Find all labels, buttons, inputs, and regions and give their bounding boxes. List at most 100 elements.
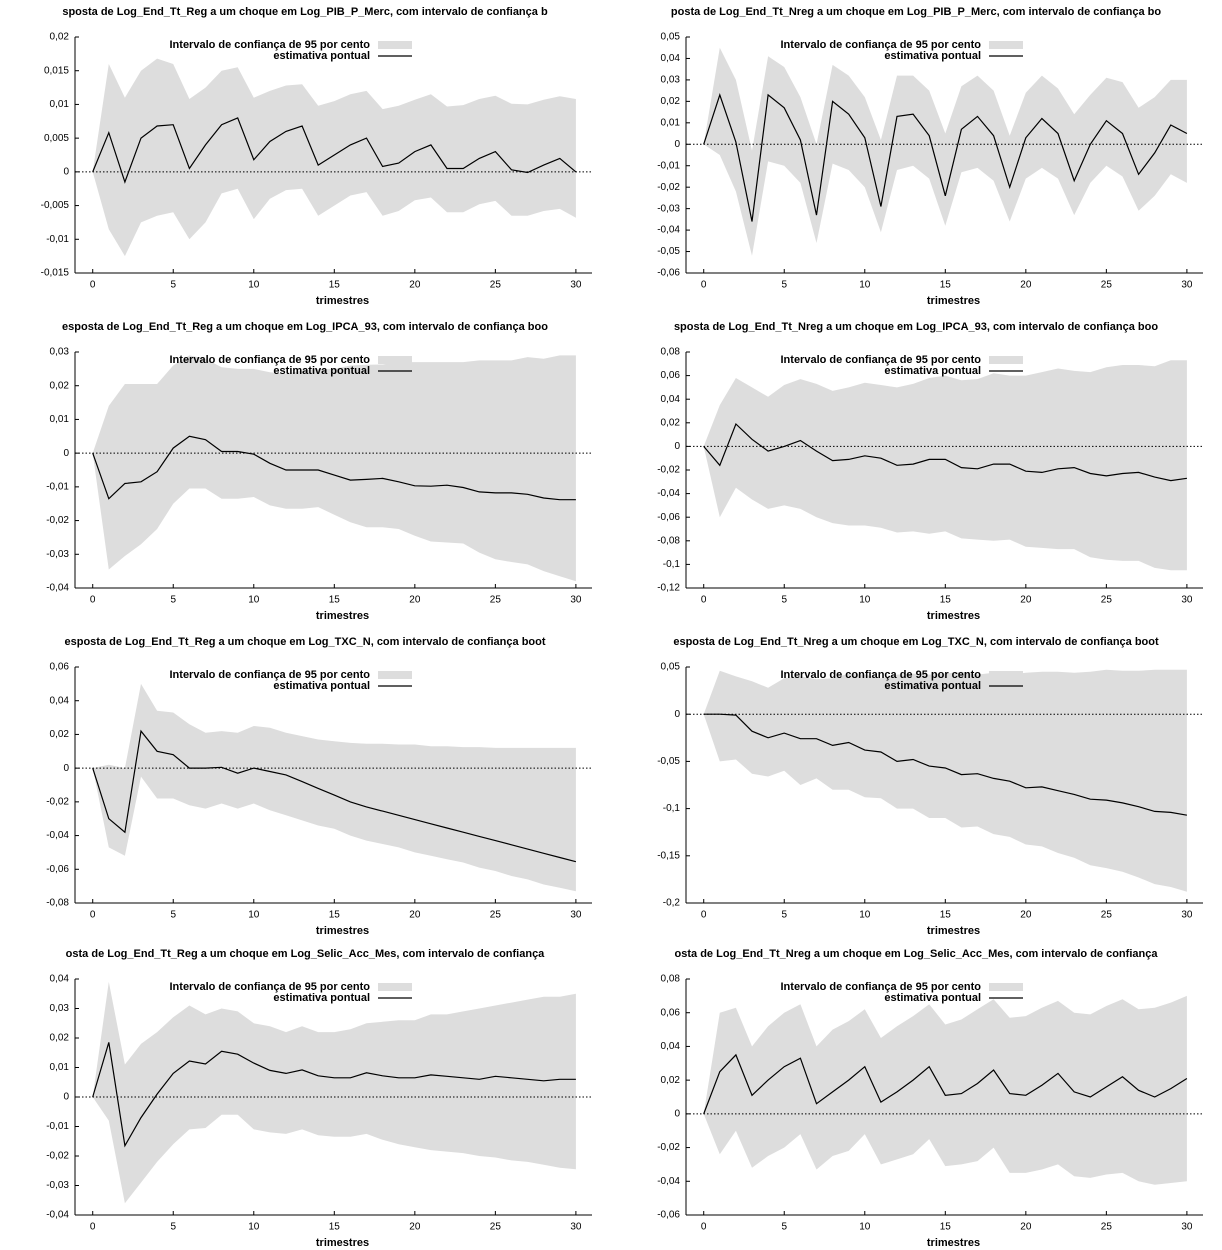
y-tick-label: 0,05 — [661, 662, 681, 673]
x-tick-label: 5 — [781, 280, 787, 291]
chart-panel: esposta de Log_End_Tt_Reg a um choque em… — [46, 321, 592, 622]
x-axis-label: trimestres — [316, 610, 369, 622]
x-axis-label: trimestres — [316, 1237, 369, 1249]
x-tick-label: 20 — [1020, 595, 1032, 606]
x-axis-label: trimestres — [927, 610, 980, 622]
y-tick-label: 0,01 — [50, 1062, 70, 1073]
legend-label: Intervalo de confiança de 95 por cento — [170, 39, 371, 51]
legend-label: Intervalo de confiança de 95 por cento — [781, 39, 982, 51]
x-tick-label: 0 — [90, 910, 96, 921]
y-tick-label: 0,02 — [661, 1075, 681, 1086]
y-tick-label: -0,04 — [657, 225, 680, 236]
confidence-band — [92, 355, 576, 582]
y-tick-label: -0,06 — [657, 1210, 680, 1221]
y-tick-label: 0,06 — [661, 1007, 681, 1018]
x-tick-label: 15 — [329, 910, 341, 921]
legend-label: Intervalo de confiança de 95 por cento — [170, 669, 371, 681]
chart-title: esposta de Log_End_Tt_Reg a um choque em… — [64, 636, 545, 648]
x-tick-label: 10 — [248, 595, 260, 606]
legend-label: Intervalo de confiança de 95 por cento — [170, 354, 371, 366]
legend-label: Intervalo de confiança de 95 por cento — [781, 981, 982, 993]
chart-title: posta de Log_End_Tt_Nreg a um choque em … — [671, 6, 1161, 18]
x-tick-label: 30 — [1181, 910, 1193, 921]
y-tick-label: 0,02 — [50, 729, 70, 740]
confidence-band — [92, 683, 576, 892]
y-tick-label: -0,08 — [657, 535, 680, 546]
x-tick-label: 5 — [170, 1222, 176, 1233]
chart-title: osta de Log_End_Tt_Reg a um choque em Lo… — [66, 948, 546, 960]
x-tick-label: 25 — [1101, 595, 1113, 606]
x-tick-label: 5 — [170, 280, 176, 291]
confidence-band — [92, 981, 576, 1204]
chart-title: osta de Log_End_Tt_Nreg a um choque em L… — [675, 948, 1159, 960]
x-tick-label: 25 — [490, 595, 502, 606]
legend-label: estimativa pontual — [884, 365, 981, 377]
x-tick-label: 15 — [329, 595, 341, 606]
y-tick-label: 0,015 — [44, 65, 69, 76]
legend-swatch — [378, 671, 412, 679]
x-tick-label: 0 — [701, 1222, 707, 1233]
y-tick-label: -0,04 — [657, 1176, 680, 1187]
x-tick-label: 0 — [701, 595, 707, 606]
legend-swatch — [989, 983, 1023, 991]
y-tick-label: 0,06 — [50, 662, 70, 673]
chart-panel: posta de Log_End_Tt_Nreg a um choque em … — [657, 6, 1203, 307]
y-tick-label: 0,01 — [661, 117, 681, 128]
y-tick-label: 0,04 — [661, 53, 681, 64]
y-tick-label: -0,02 — [657, 182, 680, 193]
y-tick-label: -0,01 — [657, 160, 680, 171]
y-tick-label: -0,005 — [41, 200, 70, 211]
chart-title: esposta de Log_End_Tt_Reg a um choque em… — [62, 321, 548, 333]
legend-swatch — [989, 41, 1023, 49]
y-tick-label: 0 — [63, 448, 69, 459]
x-tick-label: 25 — [490, 280, 502, 291]
x-tick-label: 25 — [1101, 280, 1113, 291]
y-tick-label: -0,04 — [46, 583, 69, 594]
x-tick-label: 15 — [940, 1222, 952, 1233]
y-tick-label: 0,005 — [44, 133, 69, 144]
x-tick-label: 25 — [1101, 1222, 1113, 1233]
x-tick-label: 25 — [490, 910, 502, 921]
y-tick-label: 0,02 — [661, 96, 681, 107]
impulse-response-line — [92, 729, 577, 863]
legend-label: estimativa pontual — [273, 50, 370, 62]
y-tick-label: -0,02 — [657, 465, 680, 476]
x-tick-label: 10 — [859, 910, 871, 921]
y-tick-label: 0 — [674, 1108, 680, 1119]
y-tick-label: 0,02 — [50, 380, 70, 391]
impulse-response-line — [92, 1042, 576, 1148]
y-tick-label: -0,02 — [657, 1142, 680, 1153]
y-tick-label: 0 — [63, 166, 69, 177]
y-tick-label: 0,03 — [661, 75, 681, 86]
x-tick-label: 15 — [329, 1222, 341, 1233]
y-tick-label: 0 — [674, 709, 680, 720]
confidence-band — [92, 58, 576, 257]
impulse-response-line — [92, 435, 576, 501]
x-axis-label: trimestres — [316, 295, 369, 307]
legend-swatch — [378, 983, 412, 991]
y-tick-label: -0,1 — [663, 803, 681, 814]
y-tick-label: 0,08 — [661, 347, 681, 358]
confidence-band — [703, 995, 1187, 1185]
legend-label: estimativa pontual — [884, 50, 981, 62]
y-tick-label: 0,01 — [50, 414, 70, 425]
x-axis-label: trimestres — [927, 1237, 980, 1249]
y-tick-label: 0 — [674, 139, 680, 150]
legend-swatch — [378, 356, 412, 364]
confidence-band — [703, 47, 1187, 256]
impulse-response-line — [703, 93, 1188, 222]
x-tick-label: 25 — [490, 1222, 502, 1233]
legend-label: Intervalo de confiança de 95 por cento — [781, 354, 982, 366]
legend-label: estimativa pontual — [273, 992, 370, 1004]
chart-panel: osta de Log_End_Tt_Nreg a um choque em L… — [657, 948, 1203, 1249]
y-tick-label: 0,02 — [50, 1033, 70, 1044]
chart-panel: esposta de Log_End_Tt_Reg a um choque em… — [46, 636, 592, 937]
legend-swatch — [989, 356, 1023, 364]
x-tick-label: 15 — [940, 280, 952, 291]
legend-swatch — [989, 671, 1023, 679]
chart-title: esposta de Log_End_Tt_Nreg a um choque e… — [673, 636, 1159, 648]
x-tick-label: 15 — [329, 280, 341, 291]
impulse-response-line — [703, 713, 1188, 816]
legend-swatch — [378, 41, 412, 49]
x-tick-label: 5 — [170, 595, 176, 606]
